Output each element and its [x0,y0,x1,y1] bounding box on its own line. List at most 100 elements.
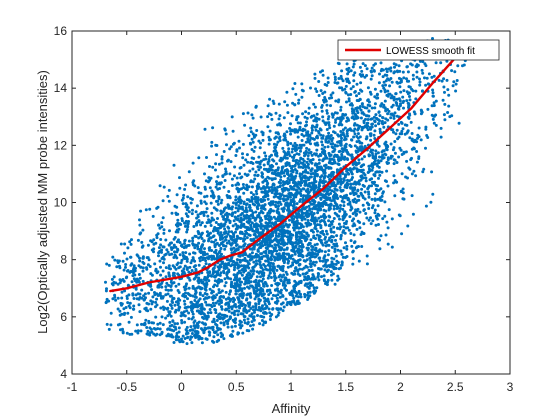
scatter-point [234,195,238,199]
scatter-point [363,155,366,159]
scatter-point [285,242,289,246]
scatter-point [380,155,384,159]
scatter-point [192,225,196,228]
scatter-point [309,172,313,176]
scatter-point [229,160,233,164]
scatter-point [124,265,127,269]
scatter-point [189,201,193,205]
scatter-point [291,147,295,151]
scatter-point [247,134,251,138]
scatter-point [208,186,212,190]
scatter-point [161,199,165,203]
scatter-point [320,105,324,109]
scatter-point [359,116,363,120]
scatter-point [104,300,108,304]
scatter-point [280,193,284,196]
scatter-point [391,128,395,132]
scatter-point [233,313,236,317]
scatter-point [260,210,263,214]
scatter-point [275,252,279,256]
scatter-point [384,153,388,157]
scatter-point [359,81,363,85]
scatter-point [206,311,210,315]
scatter-point [310,126,314,130]
scatter-point [383,88,387,92]
scatter-point [387,67,391,71]
scatter-point [257,139,261,143]
scatter-point [197,232,201,236]
scatter-point [203,195,207,199]
scatter-point [109,311,113,315]
scatter-point [214,229,218,232]
scatter-point [290,241,294,245]
scatter-point [258,216,262,220]
scatter-point [302,151,306,155]
scatter-point [248,294,252,298]
scatter-point [360,230,364,234]
scatter-point [209,224,213,227]
scatter-point [418,77,421,81]
scatter-point [195,216,199,220]
scatter-point [294,188,298,192]
scatter-point [250,221,254,225]
scatter-point [213,250,216,254]
scatter-point [282,150,286,153]
scatter-point [432,101,436,105]
scatter-point [343,126,347,130]
scatter-point [370,184,374,188]
scatter-point [350,103,354,107]
scatter-point [173,310,177,314]
scatter-point [326,140,330,144]
scatter-point [142,262,146,265]
scatter-point [187,170,191,174]
scatter-point [204,262,208,266]
scatter-point [168,312,171,316]
scatter-point [392,130,395,134]
scatter-point [234,222,238,226]
scatter-point [277,180,281,184]
scatter-point [356,194,360,198]
scatter-point [402,76,406,80]
scatter-point [269,258,273,262]
scatter-point [256,174,260,178]
scatter-point [218,312,222,316]
scatter-point [193,246,197,250]
scatter-point [171,319,175,323]
scatter-point [400,129,404,133]
scatter-point [351,115,355,119]
scatter-point [179,314,183,318]
scatter-point [216,281,220,285]
scatter-point [328,215,332,219]
scatter-point [236,332,240,336]
scatter-point [278,122,282,126]
scatter-point [280,169,284,173]
scatter-point [338,186,342,189]
scatter-point [303,164,307,168]
scatter-point [186,292,190,295]
scatter-point [271,202,275,206]
scatter-point [306,298,310,301]
scatter-point [437,78,441,82]
scatter-point [365,216,369,220]
scatter-point [292,285,296,288]
scatter-point [322,274,326,278]
scatter-point [282,194,286,198]
scatter-point [331,113,335,117]
scatter-point [184,251,188,255]
scatter-point [224,238,228,242]
scatter-point [359,233,363,236]
scatter-point [358,98,362,101]
scatter-point [309,86,312,90]
scatter-point [299,239,303,243]
scatter-point [212,267,215,271]
scatter-point [297,254,301,258]
scatter-point [384,140,388,144]
scatter-point [308,284,312,288]
scatter-point [266,297,270,301]
scatter-point [325,265,329,269]
scatter-point [321,69,324,73]
scatter-point [122,307,126,311]
scatter-point [342,178,346,182]
scatter-point [247,279,251,283]
scatter-point [174,335,178,339]
